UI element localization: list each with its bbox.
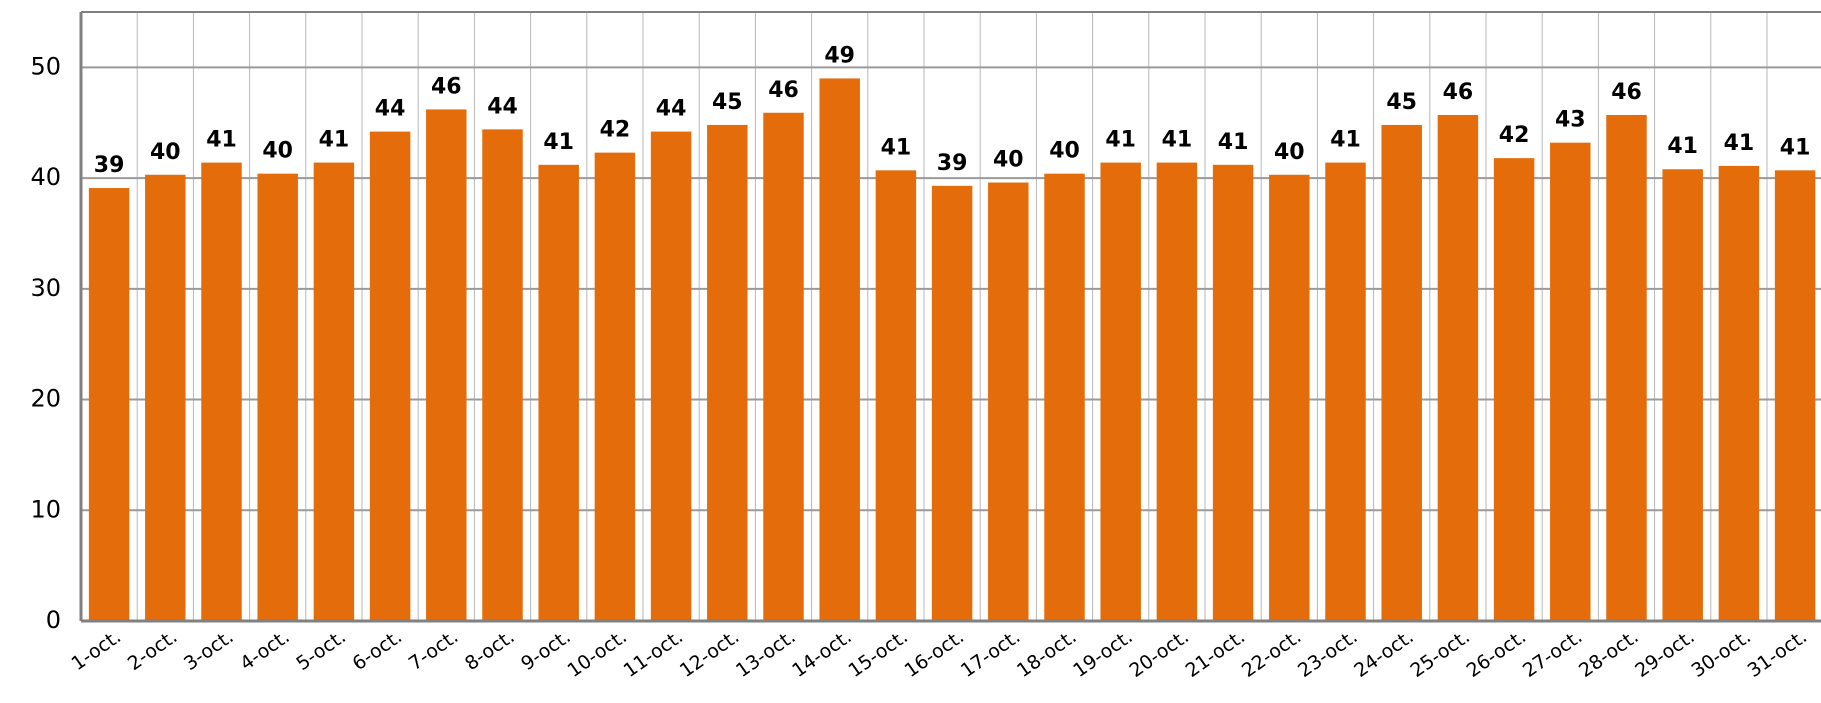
bar [1437,114,1479,621]
bar [1493,158,1535,621]
value-label: 40 [993,148,1024,173]
x-tick-label: 28-oct. [1575,626,1642,682]
value-label: 41 [1330,128,1361,153]
x-tick-label: 12-oct. [676,626,743,682]
value-label: 44 [375,97,406,122]
value-label: 46 [768,78,799,103]
value-label: 41 [1162,128,1193,153]
x-tick-label: 22-oct. [1238,626,1305,682]
x-tick-label: 17-oct. [957,626,1024,682]
bar [1606,114,1647,621]
x-tick-label: 10-oct. [563,626,630,682]
bar [1718,165,1760,622]
x-tick-label: 24-oct. [1350,626,1417,682]
bar [707,124,748,621]
y-tick-label: 10 [30,495,61,523]
x-tick-label: 5-oct. [292,626,350,675]
x-tick-label: 16-oct. [901,626,968,682]
y-tick-label: 50 [30,52,61,80]
value-label: 42 [1499,123,1530,148]
bar [1325,162,1366,621]
bar [1381,124,1422,621]
x-tick-label: 13-oct. [732,626,799,682]
value-label: 40 [1274,140,1305,165]
x-tick-label: 2-oct. [124,626,182,675]
value-label: 40 [1049,139,1080,164]
y-tick-label: 0 [46,606,61,634]
bar [538,164,579,621]
value-label: 41 [206,128,237,153]
value-label: 41 [319,128,350,153]
value-label: 41 [1780,135,1811,160]
value-label: 42 [600,118,631,143]
x-tick-label: 14-oct. [788,626,855,682]
x-tick-label: 26-oct. [1463,626,1530,682]
value-label: 41 [543,130,574,155]
bar [1212,164,1254,621]
x-tick-label: 18-oct. [1013,626,1080,682]
value-label: 41 [881,135,912,160]
x-tick-label: 19-oct. [1069,626,1136,682]
bar [1269,174,1310,621]
value-label: 46 [1611,80,1642,105]
y-tick-label: 20 [30,385,61,413]
value-label: 44 [487,94,518,119]
x-tick-label: 4-oct. [236,626,294,675]
value-label: 46 [1443,80,1474,105]
x-tick-label: 11-oct. [620,626,687,682]
value-label: 44 [656,97,687,122]
bar [88,188,130,621]
bar [819,78,860,622]
bar [594,152,636,621]
x-tick-label: 15-oct. [844,626,911,682]
x-tick-label: 6-oct. [349,626,407,675]
value-label: 43 [1555,108,1586,133]
value-label: 45 [712,90,743,115]
bar [426,109,467,621]
x-tick-label: 20-oct. [1125,626,1192,682]
bar [931,185,973,622]
bar [482,129,523,621]
bar [1550,142,1591,621]
x-tick-label: 3-oct. [180,626,238,675]
y-tick-label: 40 [30,163,61,191]
bar [1774,170,1816,621]
value-label: 41 [1105,128,1136,153]
bar [201,162,242,621]
value-label: 41 [1667,134,1698,159]
value-label: 40 [262,139,293,164]
y-tick-label: 30 [30,274,61,302]
x-tick-label: 31-oct. [1744,626,1811,682]
value-label: 39 [937,151,968,176]
x-tick-label: 23-oct. [1294,626,1361,682]
value-label: 45 [1386,90,1417,115]
bar [1662,169,1703,621]
bar [145,174,186,621]
value-label: 41 [1724,131,1755,156]
bar [1156,162,1198,621]
x-tick-label: 30-oct. [1687,626,1754,682]
bar [1100,162,1141,621]
bar [257,173,298,622]
bar [369,131,411,621]
value-label: 41 [1218,130,1249,155]
value-label: 39 [94,153,125,178]
bar [1044,173,1085,622]
value-label: 40 [150,140,181,165]
bar [313,162,355,621]
x-tick-label: 21-oct. [1182,626,1249,682]
bar [988,182,1029,621]
bar [650,131,692,621]
x-tick-label: 7-oct. [405,626,463,675]
value-label: 46 [431,74,462,99]
x-tick-label: 8-oct. [461,626,519,675]
bar [875,170,917,621]
x-tick-label: 27-oct. [1519,626,1586,682]
value-label: 49 [824,43,855,68]
x-tick-label: 29-oct. [1631,626,1698,682]
bar [763,112,804,622]
x-tick-label: 25-oct. [1406,626,1473,682]
x-tick-label: 1-oct. [68,626,126,675]
